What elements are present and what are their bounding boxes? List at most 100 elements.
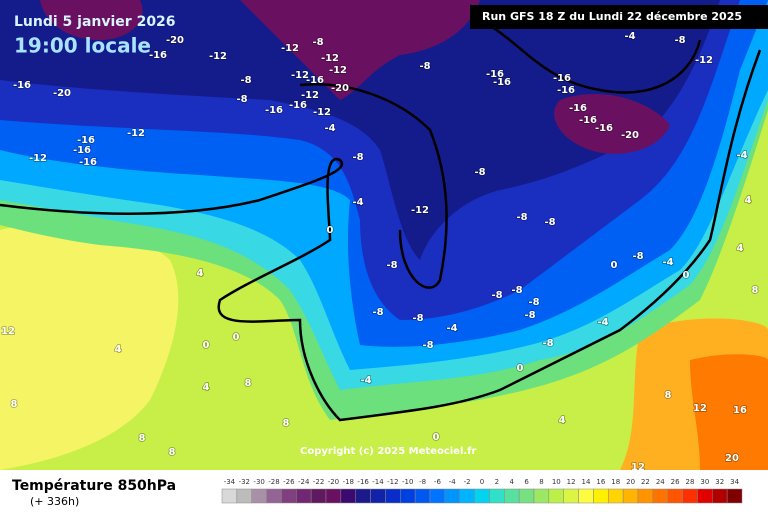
temperature-label: 0	[203, 340, 210, 351]
scale-label: 28	[686, 478, 695, 486]
temperature-label: -12	[301, 90, 319, 101]
temperature-label: 12	[693, 403, 707, 414]
scale-label: -32	[239, 478, 250, 486]
temperature-label: -20	[331, 83, 349, 94]
isotherms	[0, 18, 762, 422]
lead-time: (+ 336h)	[30, 495, 79, 508]
scale-swatch	[533, 488, 550, 504]
temperature-label: -4	[352, 197, 363, 208]
scale-label: 8	[539, 478, 543, 486]
scale-label: 0	[480, 478, 484, 486]
temperature-label: 0	[683, 270, 690, 281]
temperature-label: 8	[752, 285, 759, 296]
temperature-label: 0	[517, 363, 524, 374]
temperature-label: -16	[493, 77, 511, 88]
scale-swatch	[266, 488, 282, 504]
scale-swatch	[637, 488, 654, 504]
scale-swatch	[489, 488, 505, 504]
scale-swatch	[400, 488, 416, 504]
temperature-label: -16	[306, 75, 324, 86]
temperature-label: -12	[321, 53, 339, 64]
temperature-label: -8	[372, 307, 383, 318]
temperature-label: -8	[491, 290, 502, 301]
scale-swatch	[221, 488, 238, 504]
temperature-label: 0	[611, 260, 618, 271]
scale-swatch	[593, 488, 609, 504]
temperature-label: -12	[313, 107, 331, 118]
temperature-label: -8	[236, 94, 247, 105]
temperature-label: 8	[11, 399, 18, 410]
temperature-label: -12	[695, 55, 713, 66]
scale-swatch	[236, 488, 252, 504]
scale-label: 20	[626, 478, 635, 486]
temperature-label: 0	[433, 432, 440, 443]
temperature-label: -16	[289, 100, 307, 111]
temperature-label: 8	[283, 418, 290, 429]
temperature-label: -16	[553, 73, 571, 84]
scale-swatch	[459, 488, 475, 504]
temperature-label: 4	[745, 195, 752, 206]
scale-label: 16	[596, 478, 605, 486]
temperature-label: -12	[281, 43, 299, 54]
scale-swatch	[281, 488, 297, 504]
temperature-label: -4	[360, 375, 371, 386]
temperature-label: -8	[542, 338, 553, 349]
scale-swatch	[578, 488, 594, 504]
temperature-label: -4	[736, 150, 747, 161]
warm-region	[690, 354, 768, 470]
temperature-label: -16	[73, 145, 91, 156]
scale-swatch	[355, 488, 371, 504]
temperature-label: 0	[327, 225, 334, 236]
temperature-label: -20	[166, 35, 184, 46]
forecast-time: 19:00 locale	[14, 34, 151, 58]
scale-label: -20	[328, 478, 339, 486]
scale-label: -14	[372, 478, 384, 486]
coldest-region	[240, 0, 480, 100]
scale-label: 4	[509, 478, 514, 486]
scale-swatch	[726, 488, 743, 504]
temperature-label: -8	[528, 297, 539, 308]
temperature-label: -8	[352, 152, 363, 163]
scale-swatch	[548, 488, 564, 504]
scale-swatch	[682, 488, 698, 504]
scale-label: 12	[567, 478, 576, 486]
coldest-region	[40, 0, 143, 40]
scale-label: -28	[268, 478, 279, 486]
scale-swatch	[385, 488, 401, 504]
scale-swatch	[310, 488, 327, 504]
temperature-label: -8	[516, 212, 527, 223]
temperature-label: -12	[291, 70, 309, 81]
scale-swatch	[697, 488, 713, 504]
temperature-label: 8	[665, 390, 672, 401]
temperature-label: -4	[624, 31, 635, 42]
scale-swatch	[667, 488, 683, 504]
scale-swatch	[622, 488, 639, 504]
temperature-label: 4	[203, 382, 210, 393]
temperature-label: -16	[13, 80, 31, 91]
temperature-label: 12	[1, 326, 15, 337]
temperature-label: 8	[139, 433, 146, 444]
temperature-label: -16	[486, 69, 504, 80]
scale-swatch	[474, 488, 490, 504]
temperature-label: -8	[524, 310, 535, 321]
scale-swatch	[652, 488, 668, 504]
temperature-label: -4	[597, 317, 608, 328]
scale-swatch	[608, 488, 624, 504]
scale-label: 2	[495, 478, 499, 486]
temperature-label: 4	[197, 268, 204, 279]
scale-label: -2	[464, 478, 471, 486]
temperature-label: -12	[127, 128, 145, 139]
scale-label: -30	[253, 478, 264, 486]
temperature-label: -8	[419, 61, 430, 72]
scale-label: -24	[298, 478, 310, 486]
temperature-label: -8	[474, 167, 485, 178]
temperature-label: -4	[324, 123, 335, 134]
temperature-label: 0	[233, 332, 240, 343]
scale-label: 32	[715, 478, 724, 486]
temperature-label: 4	[559, 415, 566, 426]
scale-swatch	[563, 488, 579, 504]
temperature-label: 4	[737, 243, 744, 254]
copyright: Copyright (c) 2025 Meteociel.fr	[300, 446, 477, 457]
temperature-label: -12	[329, 65, 347, 76]
